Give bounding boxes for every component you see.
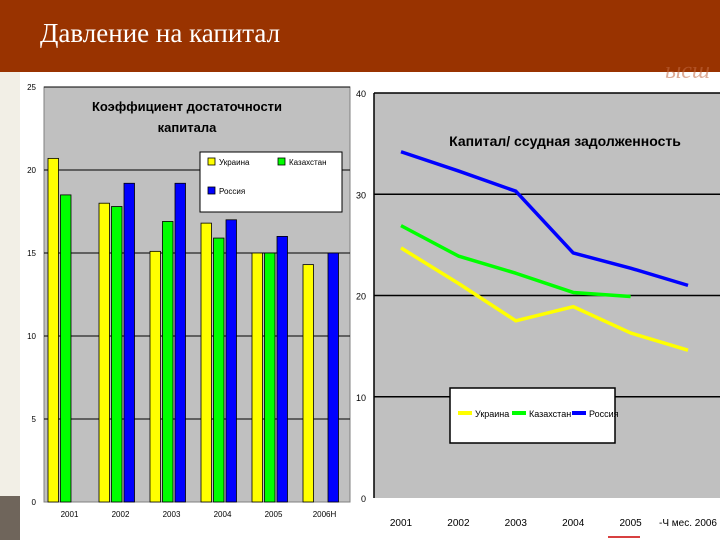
bar-x-tick-label: 2005 [265,510,283,519]
line-series-Казахстан [400,224,631,299]
line-x-tick-label: 2004 [562,518,585,529]
bar-legend [199,151,343,213]
line-y-tick-label: 0 [361,494,366,504]
line-series-Россия [400,150,689,288]
bar-legend-label: Украина [219,158,250,167]
bar-y-tick-label: 10 [27,332,36,341]
bar-legend-swatch [277,157,286,166]
corner-ornament [0,496,20,540]
bar-Россия-2002 [123,182,135,503]
bar-chart-title: Коэффициент достаточности [92,99,282,114]
bar-Казахстан-2004 [213,237,225,503]
bar-Россия-2003 [174,182,186,503]
bar-x-tick-label: 2002 [112,510,130,519]
bar-y-tick-label: 0 [32,498,37,507]
line-x-tick-label: 2001 [390,518,413,529]
line-series-Украина [400,246,689,352]
bar-Казахстан-2002 [111,206,123,503]
bar-Украина-2004 [200,222,212,503]
bar-legend-swatch [207,186,216,195]
bar-Украина-2006Н [302,264,314,503]
line-x-tick-label: -Ч мес. 2006 [659,518,717,529]
bar-x-tick-label: 2006Н [313,510,337,519]
left-panel [0,72,20,540]
line-y-tick-label: 10 [356,393,366,403]
bar-chart-title: капитала [158,120,217,135]
line-x-tick-label: 2005 [619,518,642,529]
bar-y-tick-label: 15 [27,249,36,258]
bar-x-tick-label: 2001 [61,510,79,519]
bar-Украина-2003 [149,250,161,503]
bar-Россия-2004 [225,219,237,503]
line-y-tick-label: 30 [356,190,366,200]
line-legend [449,387,616,444]
bar-Казахстан-2005 [264,252,276,503]
line-x-tick-label: 2002 [447,518,470,529]
bar-Казахстан-2003 [162,221,174,503]
bar-y-tick-label: 20 [27,166,36,175]
line-chart: 0 10 20 30 40 2001 2002 2003 2004 2005 -Ч мес. 200… [355,80,720,540]
title-bar: Давление на капитал [0,0,720,72]
bar-Украина-2005 [251,252,263,503]
line-chart-title: Капитал/ ссудная задолженность [449,133,681,149]
bar-legend-swatch [207,157,216,166]
bar-Россия-2006Н [327,252,339,503]
bar-legend-label: Россия [219,187,245,196]
line-x-tick-label: 2003 [505,518,528,529]
watermark-logo: ысш [664,58,710,84]
bar-legend-label: Казахстан [289,158,327,167]
slide-title: Давление на капитал [40,18,281,48]
line-y-tick-label: 20 [356,292,366,302]
bar-Россия-2005 [276,235,288,503]
bar-y-tick-label: 5 [32,415,37,424]
line-legend-label: Украина [475,409,509,419]
bar-Украина-2002 [98,202,110,503]
bar-x-tick-label: 2003 [163,510,181,519]
bar-y-tick-label: 25 [27,83,36,92]
line-legend-label: Казахстан [529,409,571,419]
line-y-tick-label: 40 [356,89,366,99]
bar-Украина-2001 [47,157,59,503]
bar-x-tick-label: 2004 [214,510,232,519]
line-legend-label: Россия [589,409,619,419]
bar-Казахстан-2001 [60,194,72,503]
bar-chart: 0 5 10 15 20 25 2001 2002 2003 2004 2005 2006Н Коэфф… [20,80,355,540]
